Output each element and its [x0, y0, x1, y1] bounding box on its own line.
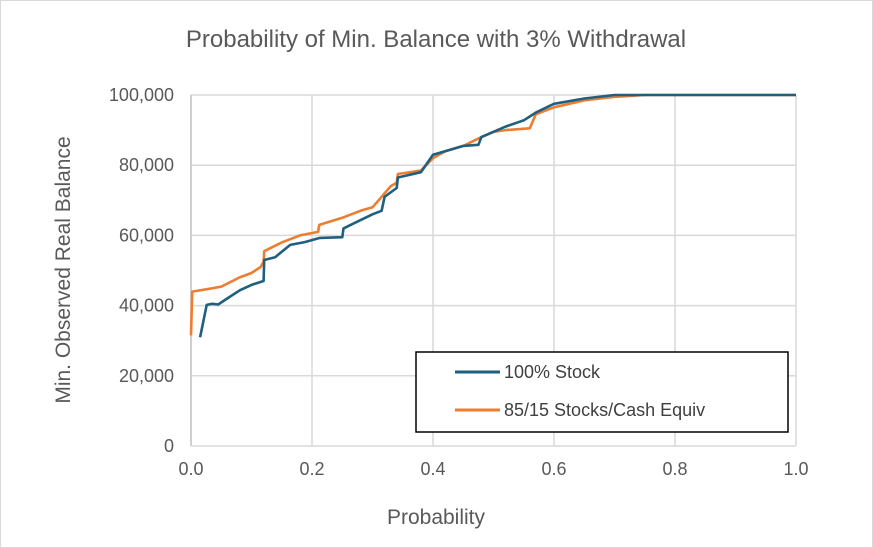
y-tick-label: 20,000 [119, 366, 174, 386]
legend-label-100-stock: 100% Stock [504, 362, 601, 382]
legend: 100% Stock 85/15 Stocks/Cash Equiv [415, 351, 789, 433]
x-tick-label: 0.4 [420, 459, 445, 479]
y-tick-label: 0 [164, 436, 174, 456]
series-lines [189, 93, 796, 338]
y-tick-label: 80,000 [119, 155, 174, 175]
series-line-1 [189, 93, 796, 336]
legend-label-85-15: 85/15 Stocks/Cash Equiv [504, 400, 705, 420]
y-axis-ticks: 0 20,000 40,000 60,000 80,000 100,000 [109, 85, 174, 456]
x-tick-label: 0.6 [541, 459, 566, 479]
y-tick-label: 60,000 [119, 225, 174, 245]
x-tick-label: 0.8 [662, 459, 687, 479]
legend-box [415, 351, 789, 433]
x-tick-label: 1.0 [783, 459, 808, 479]
y-tick-label: 40,000 [119, 296, 174, 316]
y-axis-label: Min. Observed Real Balance [52, 136, 75, 403]
x-tick-label: 0.2 [299, 459, 324, 479]
x-tick-label: 0.0 [178, 459, 203, 479]
chart-title: Probability of Min. Balance with 3% With… [186, 26, 686, 53]
series-line-0 [198, 93, 796, 338]
x-axis-ticks: 0.0 0.2 0.4 0.6 0.8 1.0 [178, 459, 808, 479]
x-axis-label: Probability [387, 506, 486, 529]
y-tick-label: 100,000 [109, 85, 174, 105]
